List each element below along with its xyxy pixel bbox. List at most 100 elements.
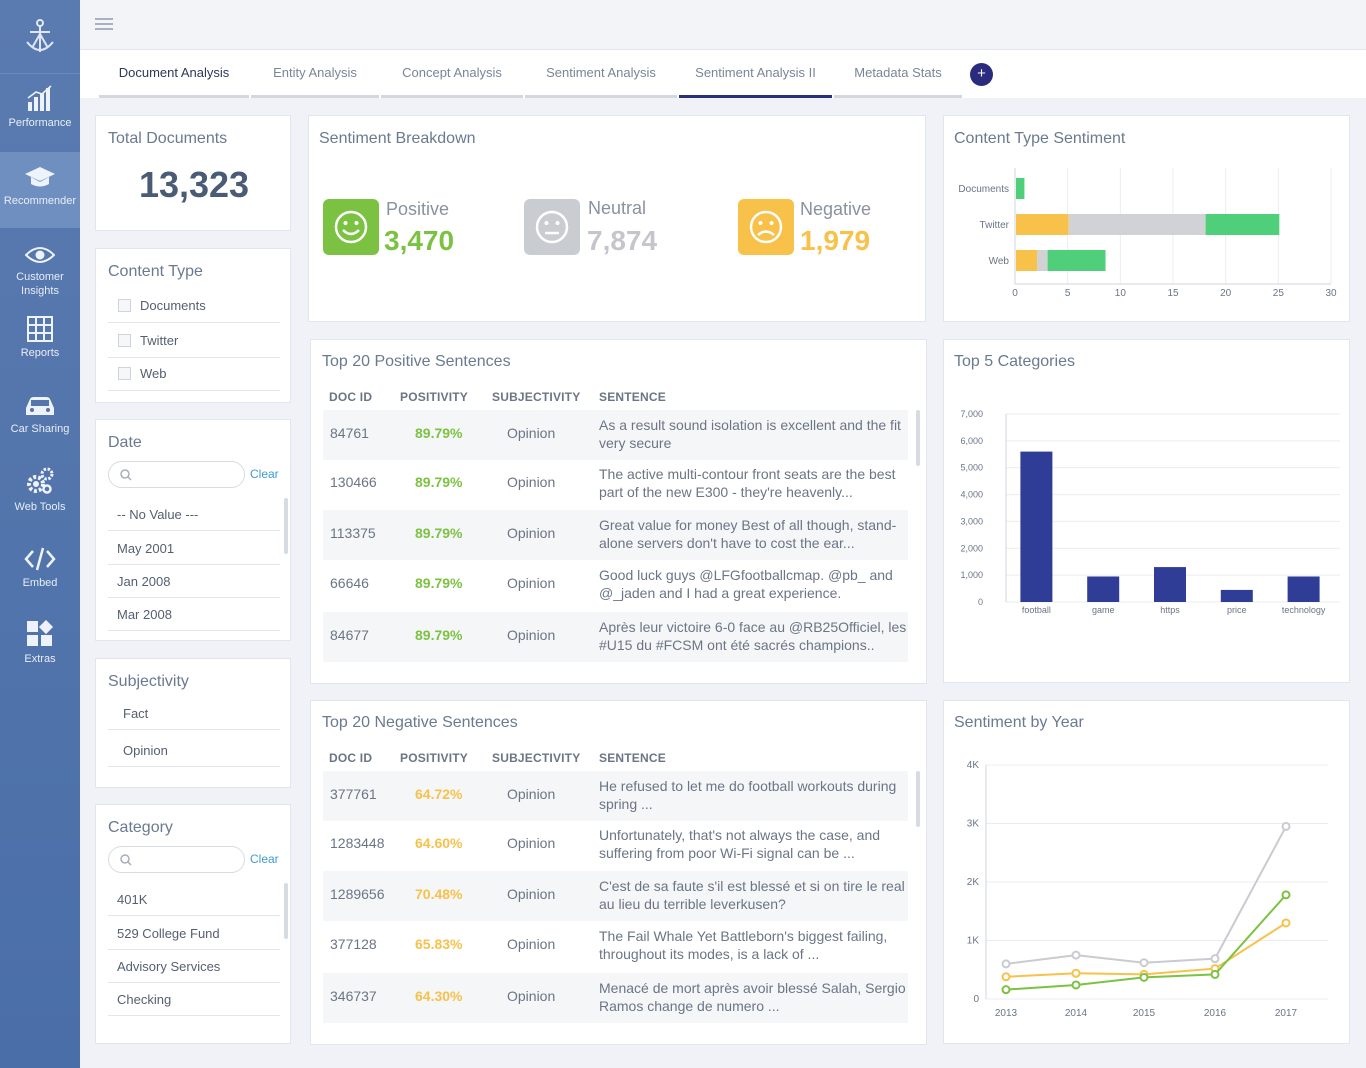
subjectivity-value: Opinion <box>507 425 556 441</box>
column-header[interactable]: DOC ID <box>329 751 373 765</box>
doc-id: 84677 <box>330 627 369 643</box>
checkbox-documents[interactable]: Documents <box>108 289 280 323</box>
list-item[interactable]: Fact <box>108 697 280 730</box>
sentence-text: Menacé de mort après avoir blessé Salah,… <box>599 980 906 1014</box>
scrollbar[interactable] <box>916 410 920 466</box>
subjectivity-value: Opinion <box>507 886 556 902</box>
table-row[interactable]: 1283448 64.60% Opinion Unfortunately, that'… <box>323 820 908 868</box>
panel-title: Content Type <box>108 263 203 280</box>
scrollbar[interactable] <box>916 771 920 827</box>
data-point <box>1281 890 1291 900</box>
list-item[interactable]: -- No Value --- <box>108 498 280 531</box>
category-clear-link[interactable]: Clear <box>250 852 279 866</box>
table-row[interactable]: 377128 65.83% Opinion The Fail Whale Yet Ba… <box>323 921 908 969</box>
y-tick-label: 5,000 <box>960 463 983 473</box>
checkbox[interactable] <box>118 299 131 312</box>
table-row[interactable]: 66646 89.79% Opinion Good luck guys @LFGfoo… <box>323 560 908 608</box>
sentence-text: He refused to let me do football workout… <box>599 778 897 812</box>
tab-sentiment-analysis[interactable]: Sentiment Analysis <box>525 50 677 98</box>
sidebar-item-embed[interactable]: Embed <box>0 546 80 592</box>
list-item[interactable]: May 2001 <box>108 532 280 565</box>
tab-sentiment-analysis-ii[interactable]: Sentiment Analysis II <box>679 50 832 98</box>
add-tab-button[interactable]: + <box>970 63 993 86</box>
table-row[interactable]: 377761 64.72% Opinion He refused to let me … <box>323 771 908 821</box>
app-logo[interactable] <box>0 0 80 74</box>
list-item[interactable]: 529 College Fund <box>108 917 280 950</box>
x-tick-label: 25 <box>1273 288 1285 299</box>
x-tick-label: price <box>1227 605 1247 615</box>
content-type-filter: Content Type Documents Twitter Web <box>95 248 291 403</box>
positive-smiley-icon <box>323 199 379 255</box>
column-header[interactable]: SUBJECTIVITY <box>492 390 581 404</box>
x-tick-label: 2015 <box>1133 1008 1156 1019</box>
list-item[interactable]: Checking <box>108 983 280 1016</box>
y-tick-label: 2,000 <box>960 543 983 553</box>
column-header[interactable]: SENTENCE <box>599 390 666 404</box>
sentence-text: Great value for money Best of all though… <box>599 517 897 551</box>
sidebar-item-recommender[interactable]: Recommender <box>0 152 80 228</box>
bar-segment <box>1016 250 1038 271</box>
data-point <box>1071 980 1081 990</box>
date-clear-link[interactable]: Clear <box>250 467 279 481</box>
sentence-text: The Fail Whale Yet Battleborn's biggest … <box>599 928 888 962</box>
sidebar-item-label: Extras <box>24 653 56 665</box>
positivity-value: 64.60% <box>415 835 463 851</box>
table-row[interactable]: 84677 89.79% Opinion Après leur victoire 6-… <box>323 612 908 662</box>
column-header[interactable]: DOC ID <box>329 390 373 404</box>
bar-segment <box>1037 250 1048 271</box>
panel-title: Total Documents <box>108 130 228 147</box>
list-item[interactable]: Advisory Services <box>108 950 280 983</box>
checkbox-web[interactable]: Web <box>108 357 280 391</box>
data-point <box>1210 954 1220 964</box>
table-row[interactable]: 346737 64.30% Opinion Menacé de mort après … <box>323 973 908 1023</box>
date-filter: Date Clear -- No Value --- May 2001 Jan … <box>95 419 291 641</box>
checkbox-twitter[interactable]: Twitter <box>108 324 280 358</box>
subjectivity-value: Opinion <box>507 835 556 851</box>
sentiment-breakdown-panel: Sentiment Breakdown Positive 3,470 Neutr… <box>308 115 926 322</box>
list-item[interactable]: Jan 2008 <box>108 565 280 598</box>
sidebar-item-customer-insights[interactable]: Customer Insights <box>0 244 80 306</box>
sidebar-item-web-tools[interactable]: Web Tools <box>0 466 80 514</box>
tab-document-analysis[interactable]: Document Analysis <box>99 50 249 98</box>
checkbox[interactable] <box>118 334 131 347</box>
sidebar-item-reports[interactable]: Reports <box>0 316 80 366</box>
list-item[interactable]: Opinion <box>108 734 280 767</box>
table-row[interactable]: 130466 89.79% Opinion The active multi-cont… <box>323 459 908 507</box>
positivity-value: 89.79% <box>415 525 463 541</box>
checkbox-label: Twitter <box>140 333 179 348</box>
scrollbar[interactable] <box>284 883 288 939</box>
sidebar-item-label: Embed <box>22 577 58 589</box>
neutral-face-icon <box>524 199 580 255</box>
column-header[interactable]: SUBJECTIVITY <box>492 751 581 765</box>
sidebar-item-performance[interactable]: Performance <box>0 84 80 152</box>
tab-concept-analysis[interactable]: Concept Analysis <box>381 50 523 98</box>
table-row[interactable]: 113375 89.79% Opinion Great value for money… <box>323 510 908 560</box>
hamburger-menu-icon[interactable] <box>95 18 113 32</box>
table-row[interactable]: 1289656 70.48% Opinion C'est de sa faute s'… <box>323 871 908 921</box>
doc-id: 346737 <box>330 988 377 1004</box>
tab-entity-analysis[interactable]: Entity Analysis <box>251 50 379 98</box>
sidebar-item-car-sharing[interactable]: Car Sharing <box>0 394 80 442</box>
checkbox[interactable] <box>118 367 131 380</box>
list-item[interactable]: 401K <box>108 883 280 916</box>
table-row[interactable]: 84761 89.79% Opinion As a result sound isol… <box>323 410 908 460</box>
date-search-input[interactable] <box>108 461 245 488</box>
tab-metadata-stats[interactable]: Metadata Stats <box>834 50 962 98</box>
x-tick-label: technology <box>1282 605 1326 615</box>
sidebar-item-extras[interactable]: Extras <box>0 620 80 668</box>
column-header[interactable]: POSITIVITY <box>400 390 469 404</box>
column-header[interactable]: POSITIVITY <box>400 751 469 765</box>
negative-label: Negative <box>800 199 872 219</box>
y-tick-label: 3K <box>967 819 980 830</box>
list-item[interactable]: Mar 2008 <box>108 598 280 631</box>
scrollbar[interactable] <box>284 498 288 554</box>
extras-icon <box>27 620 54 646</box>
column-header[interactable]: SENTENCE <box>599 751 666 765</box>
category-search-input[interactable] <box>108 846 245 873</box>
doc-id: 1289656 <box>330 886 385 902</box>
panel-title: Date <box>108 434 142 451</box>
panel-title: Content Type Sentiment <box>954 130 1126 147</box>
panel-title: Subjectivity <box>108 673 189 690</box>
search-icon <box>120 469 132 481</box>
y-tick-label: Documents <box>958 184 1009 195</box>
